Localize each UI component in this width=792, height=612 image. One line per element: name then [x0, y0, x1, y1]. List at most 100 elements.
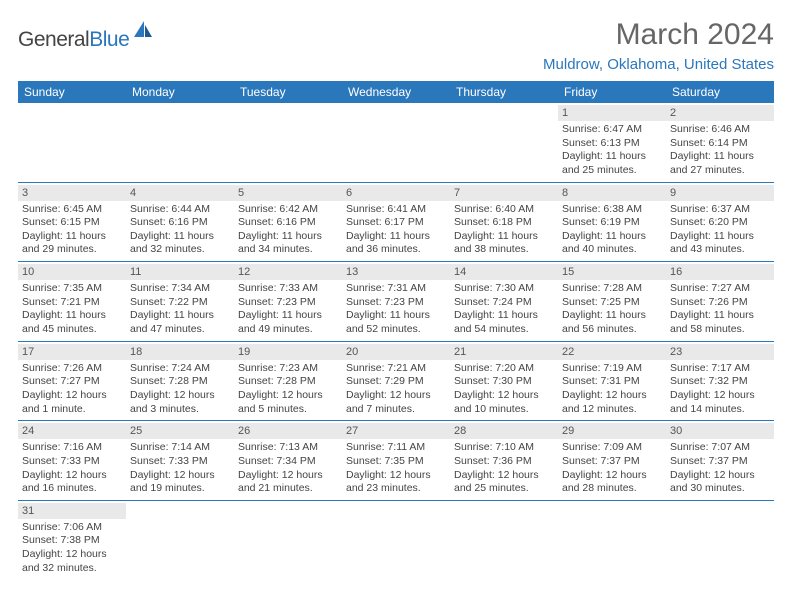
weekday-label: Sunday — [18, 81, 126, 103]
sunset-text: Sunset: 6:14 PM — [670, 137, 770, 151]
sunrise-text: Sunrise: 6:42 AM — [238, 203, 338, 217]
day-number: 8 — [558, 185, 666, 201]
day-number: 27 — [342, 423, 450, 439]
day-number: 11 — [126, 264, 234, 280]
sunrise-text: Sunrise: 7:24 AM — [130, 362, 230, 376]
sunrise-text: Sunrise: 7:16 AM — [22, 441, 122, 455]
daylight-text: Daylight: 12 hours and 7 minutes. — [346, 389, 446, 416]
daylight-text: Daylight: 11 hours and 47 minutes. — [130, 309, 230, 336]
month-title: March 2024 — [543, 18, 774, 52]
sunrise-text: Sunrise: 7:35 AM — [22, 282, 122, 296]
sunset-text: Sunset: 6:16 PM — [238, 216, 338, 230]
day-info: Sunrise: 6:37 AMSunset: 6:20 PMDaylight:… — [670, 203, 770, 258]
day-info: Sunrise: 7:27 AMSunset: 7:26 PMDaylight:… — [670, 282, 770, 337]
sunrise-text: Sunrise: 7:30 AM — [454, 282, 554, 296]
sunset-text: Sunset: 7:36 PM — [454, 455, 554, 469]
day-number: 23 — [666, 344, 774, 360]
day-info: Sunrise: 7:20 AMSunset: 7:30 PMDaylight:… — [454, 362, 554, 417]
sunset-text: Sunset: 7:21 PM — [22, 296, 122, 310]
day-info: Sunrise: 7:26 AMSunset: 7:27 PMDaylight:… — [22, 362, 122, 417]
day-info: Sunrise: 6:42 AMSunset: 6:16 PMDaylight:… — [238, 203, 338, 258]
sunrise-text: Sunrise: 6:37 AM — [670, 203, 770, 217]
day-cell: 12Sunrise: 7:33 AMSunset: 7:23 PMDayligh… — [234, 262, 342, 342]
logo-part1: General — [18, 28, 89, 51]
day-number: 10 — [18, 264, 126, 280]
day-number: 3 — [18, 185, 126, 201]
sunrise-text: Sunrise: 6:46 AM — [670, 123, 770, 137]
sunrise-text: Sunrise: 7:19 AM — [562, 362, 662, 376]
title-block: March 2024 Muldrow, Oklahoma, United Sta… — [543, 18, 774, 73]
day-info: Sunrise: 7:16 AMSunset: 7:33 PMDaylight:… — [22, 441, 122, 496]
daylight-text: Daylight: 11 hours and 52 minutes. — [346, 309, 446, 336]
daylight-text: Daylight: 12 hours and 25 minutes. — [454, 469, 554, 496]
daylight-text: Daylight: 11 hours and 38 minutes. — [454, 230, 554, 257]
day-info: Sunrise: 7:21 AMSunset: 7:29 PMDaylight:… — [346, 362, 446, 417]
weekday-label: Saturday — [666, 81, 774, 103]
day-number: 22 — [558, 344, 666, 360]
day-cell: 19 Sunrise: 7:23 AMSunset: 7:28 PMDayligh… — [234, 342, 342, 422]
day-info: Sunrise: 7:31 AMSunset: 7:23 PMDaylight:… — [346, 282, 446, 337]
calendar: SundayMondayTuesdayWednesdayThursdayFrid… — [18, 81, 774, 579]
sunrise-text: Sunrise: 7:17 AM — [670, 362, 770, 376]
sunset-text: Sunset: 7:28 PM — [238, 375, 338, 389]
daylight-text: Daylight: 12 hours and 10 minutes. — [454, 389, 554, 416]
day-number: 21 — [450, 344, 558, 360]
day-cell: 25Sunrise: 7:14 AMSunset: 7:33 PMDayligh… — [126, 421, 234, 501]
sunset-text: Sunset: 7:28 PM — [130, 375, 230, 389]
day-info: Sunrise: 7:09 AMSunset: 7:37 PMDaylight:… — [562, 441, 662, 496]
daylight-text: Daylight: 12 hours and 28 minutes. — [562, 469, 662, 496]
day-number: 18 — [126, 344, 234, 360]
calendar-body: 1 Sunrise: 6:47 AMSunset: 6:13 PMDaylight… — [18, 103, 774, 579]
sunrise-text: Sunrise: 7:21 AM — [346, 362, 446, 376]
sunrise-text: Sunrise: 6:38 AM — [562, 203, 662, 217]
sunset-text: Sunset: 6:20 PM — [670, 216, 770, 230]
sunrise-text: Sunrise: 7:23 AM — [238, 362, 338, 376]
day-number: 7 — [450, 185, 558, 201]
day-info: Sunrise: 6:47 AMSunset: 6:13 PMDaylight:… — [562, 123, 662, 178]
day-cell: 18 Sunrise: 7:24 AMSunset: 7:28 PMDayligh… — [126, 342, 234, 422]
sunrise-text: Sunrise: 7:09 AM — [562, 441, 662, 455]
daylight-text: Daylight: 11 hours and 49 minutes. — [238, 309, 338, 336]
day-info: Sunrise: 7:33 AMSunset: 7:23 PMDaylight:… — [238, 282, 338, 337]
sunset-text: Sunset: 7:24 PM — [454, 296, 554, 310]
day-number: 13 — [342, 264, 450, 280]
sunset-text: Sunset: 6:18 PM — [454, 216, 554, 230]
day-cell: 30Sunrise: 7:07 AMSunset: 7:37 PMDayligh… — [666, 421, 774, 501]
sunset-text: Sunset: 7:26 PM — [670, 296, 770, 310]
day-number: 9 — [666, 185, 774, 201]
day-number: 26 — [234, 423, 342, 439]
sunrise-text: Sunrise: 6:40 AM — [454, 203, 554, 217]
day-number: 19 — [234, 344, 342, 360]
day-info: Sunrise: 7:23 AMSunset: 7:28 PMDaylight:… — [238, 362, 338, 417]
daylight-text: Daylight: 12 hours and 32 minutes. — [22, 548, 122, 575]
day-number: 31 — [18, 503, 126, 519]
day-cell: 31Sunrise: 7:06 AMSunset: 7:38 PMDayligh… — [18, 501, 126, 580]
sunset-text: Sunset: 7:23 PM — [346, 296, 446, 310]
day-info: Sunrise: 7:34 AMSunset: 7:22 PMDaylight:… — [130, 282, 230, 337]
day-info: Sunrise: 7:19 AMSunset: 7:31 PMDaylight:… — [562, 362, 662, 417]
daylight-text: Daylight: 11 hours and 45 minutes. — [22, 309, 122, 336]
day-cell: 24Sunrise: 7:16 AMSunset: 7:33 PMDayligh… — [18, 421, 126, 501]
day-number: 15 — [558, 264, 666, 280]
day-cell: 20Sunrise: 7:21 AMSunset: 7:29 PMDayligh… — [342, 342, 450, 422]
daylight-text: Daylight: 11 hours and 56 minutes. — [562, 309, 662, 336]
daylight-text: Daylight: 12 hours and 14 minutes. — [670, 389, 770, 416]
day-info: Sunrise: 6:38 AMSunset: 6:19 PMDaylight:… — [562, 203, 662, 258]
sunrise-text: Sunrise: 6:45 AM — [22, 203, 122, 217]
empty-cell — [18, 103, 126, 183]
sunset-text: Sunset: 7:33 PM — [130, 455, 230, 469]
day-info: Sunrise: 7:24 AMSunset: 7:28 PMDaylight:… — [130, 362, 230, 417]
day-cell: 13 Sunrise: 7:31 AMSunset: 7:23 PMDayligh… — [342, 262, 450, 342]
day-number: 1 — [558, 105, 666, 121]
daylight-text: Daylight: 11 hours and 43 minutes. — [670, 230, 770, 257]
sunset-text: Sunset: 7:37 PM — [562, 455, 662, 469]
day-number: 29 — [558, 423, 666, 439]
day-number: 30 — [666, 423, 774, 439]
day-cell: 6Sunrise: 6:41 AMSunset: 6:17 PMDaylight… — [342, 183, 450, 263]
empty-cell — [450, 103, 558, 183]
day-cell: 11 Sunrise: 7:34 AMSunset: 7:22 PMDayligh… — [126, 262, 234, 342]
logo-part2: Blue — [89, 28, 129, 51]
sunrise-text: Sunrise: 7:20 AM — [454, 362, 554, 376]
day-cell: 7 Sunrise: 6:40 AMSunset: 6:18 PMDaylight… — [450, 183, 558, 263]
daylight-text: Daylight: 12 hours and 5 minutes. — [238, 389, 338, 416]
